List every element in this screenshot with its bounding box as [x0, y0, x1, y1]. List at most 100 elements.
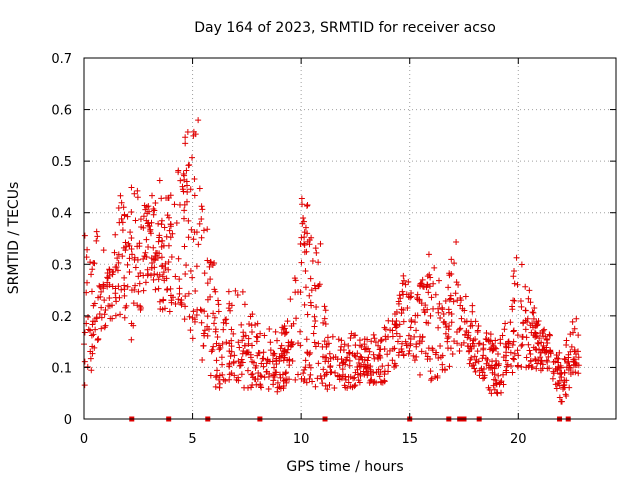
data-point [308, 287, 315, 294]
data-point [504, 361, 511, 368]
data-point [300, 214, 307, 221]
data-point [540, 342, 547, 349]
data-point [453, 238, 460, 245]
data-point [481, 372, 488, 379]
data-point [225, 288, 232, 295]
data-point [311, 323, 318, 330]
data-point [522, 307, 529, 314]
data-point [532, 356, 539, 363]
data-point [263, 360, 270, 367]
data-point [331, 384, 338, 391]
data-point [172, 300, 179, 307]
data-point [171, 201, 178, 208]
data-point [263, 368, 270, 375]
data-point [372, 339, 379, 346]
data-point [514, 347, 521, 354]
data-point [489, 358, 496, 365]
data-point [528, 364, 535, 371]
data-point [366, 348, 373, 355]
data-point [556, 394, 563, 401]
data-point [280, 385, 287, 392]
data-point [510, 355, 517, 362]
y-tick-label: 0.2 [51, 310, 72, 325]
data-point [164, 212, 171, 219]
grid [84, 58, 616, 419]
data-point [222, 377, 229, 384]
data-point [345, 342, 352, 349]
data-point [495, 372, 502, 379]
data-point [97, 293, 104, 300]
data-point [180, 171, 187, 178]
data-point [281, 323, 288, 330]
data-point [127, 229, 134, 236]
data-point [194, 306, 201, 313]
data-point [178, 296, 185, 303]
data-point [302, 364, 309, 371]
data-point [230, 330, 237, 337]
data-point [340, 346, 347, 353]
data-point [302, 268, 309, 275]
data-point [510, 328, 517, 335]
data-point [165, 195, 172, 202]
data-point [432, 291, 439, 298]
data-point [399, 280, 406, 287]
data-point [567, 365, 574, 372]
data-point [354, 363, 361, 370]
data-point [425, 251, 432, 258]
data-point [470, 337, 477, 344]
data-point [134, 187, 141, 194]
data-point [575, 354, 582, 361]
data-point [306, 351, 313, 358]
data-point [547, 347, 554, 354]
data-point [543, 337, 550, 344]
data-point [536, 335, 543, 342]
data-point [430, 305, 437, 312]
data-point [122, 239, 129, 246]
data-point [451, 260, 458, 267]
data-point [207, 276, 214, 283]
data-point [440, 310, 447, 317]
data-point [315, 340, 322, 347]
data-point [518, 303, 525, 310]
data-point [502, 367, 509, 374]
data-point [509, 341, 516, 348]
data-point [530, 309, 537, 316]
data-point [206, 263, 213, 270]
data-point [492, 337, 499, 344]
data-point [453, 279, 460, 286]
data-point [128, 208, 135, 215]
data-point [283, 329, 290, 336]
data-point [131, 190, 138, 197]
data-point [474, 348, 481, 355]
data-point [399, 340, 406, 347]
data-point [129, 251, 136, 258]
data-points [81, 117, 582, 405]
data-point [240, 329, 247, 336]
data-point [396, 292, 403, 299]
data-point [210, 343, 217, 350]
data-point [405, 332, 412, 339]
data-point [112, 264, 119, 271]
data-point [165, 214, 172, 221]
data-point [107, 315, 114, 322]
data-point [487, 331, 494, 338]
data-point [570, 356, 577, 363]
data-point [570, 361, 577, 368]
data-point [168, 253, 175, 260]
data-point [439, 304, 446, 311]
data-point [412, 319, 419, 326]
data-point [561, 369, 568, 376]
data-point [540, 327, 547, 334]
data-point [151, 270, 158, 277]
data-point [95, 336, 102, 343]
data-point [537, 360, 544, 367]
data-point [519, 333, 526, 340]
data-point [277, 374, 284, 381]
data-point [442, 297, 449, 304]
data-point [350, 332, 357, 339]
data-point [116, 219, 123, 226]
data-point [298, 234, 305, 241]
data-point [135, 273, 142, 280]
data-point [389, 327, 396, 334]
data-point [284, 318, 291, 325]
